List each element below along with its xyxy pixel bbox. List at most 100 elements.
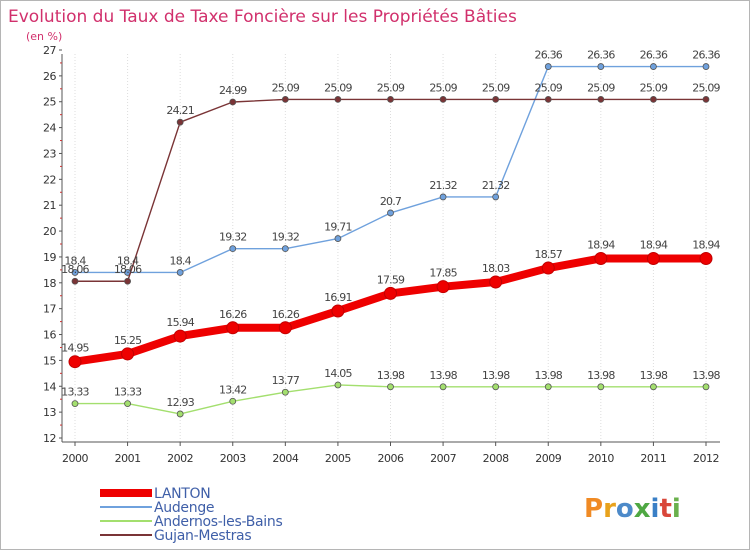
data-label: 17.59 bbox=[377, 273, 405, 286]
data-label: 25.09 bbox=[692, 81, 720, 94]
data-label: 13.98 bbox=[482, 369, 510, 382]
data-label: 18.4 bbox=[117, 254, 139, 267]
data-point bbox=[121, 347, 135, 361]
data-label: 14.05 bbox=[324, 367, 352, 380]
series-lanton bbox=[68, 251, 713, 369]
data-point bbox=[492, 193, 500, 201]
data-label: 18.57 bbox=[535, 248, 563, 261]
brand-letter: x bbox=[634, 494, 651, 524]
chart-title: Evolution du Taux de Taxe Foncière sur l… bbox=[8, 7, 517, 27]
data-label: 16.26 bbox=[272, 308, 300, 321]
data-label: 18.06 bbox=[114, 263, 142, 276]
data-label: 18.94 bbox=[640, 238, 668, 251]
x-tick-label: 2004 bbox=[272, 452, 298, 465]
data-label: 19.32 bbox=[219, 231, 247, 244]
data-point bbox=[334, 96, 342, 103]
data-point bbox=[702, 383, 710, 391]
data-label: 25.09 bbox=[429, 81, 457, 94]
y-tick-label: 15 bbox=[43, 354, 56, 367]
data-point bbox=[650, 96, 657, 103]
data-point bbox=[492, 96, 500, 103]
data-point bbox=[702, 63, 710, 70]
brand-letter: i bbox=[672, 494, 681, 524]
data-label: 18.03 bbox=[482, 262, 510, 275]
brand-letter: t bbox=[659, 494, 671, 524]
data-label: 18.4 bbox=[170, 254, 192, 267]
data-label: 17.85 bbox=[429, 267, 457, 280]
x-tick-label: 2007 bbox=[430, 452, 456, 465]
y-tick-label: 22 bbox=[43, 173, 56, 186]
data-label: 14.95 bbox=[61, 342, 89, 355]
data-label: 25.09 bbox=[587, 81, 615, 94]
y-axis-label: (en %) bbox=[26, 30, 62, 43]
data-point bbox=[176, 118, 184, 126]
legend-label-andernos-les-bains: Andernos-les-Bains bbox=[154, 514, 282, 530]
brand-letter: P bbox=[584, 494, 603, 524]
data-point bbox=[71, 400, 79, 407]
data-label: 25.09 bbox=[324, 81, 352, 94]
x-tick-label: 2009 bbox=[535, 452, 561, 465]
data-label: 25.09 bbox=[640, 81, 668, 94]
y-tick-label: 25 bbox=[43, 96, 56, 109]
data-point bbox=[594, 251, 608, 265]
data-point bbox=[597, 96, 605, 103]
data-label: 13.33 bbox=[114, 386, 142, 399]
data-label: 18.4 bbox=[64, 254, 86, 267]
legend: LANTONAudengeAndernos-les-BainsGujan-Mes… bbox=[100, 486, 283, 544]
data-point bbox=[176, 269, 184, 276]
data-point bbox=[226, 321, 240, 335]
data-label: 12.93 bbox=[166, 396, 194, 409]
data-label: 13.33 bbox=[61, 386, 89, 399]
data-label: 25.09 bbox=[377, 81, 405, 94]
data-point bbox=[384, 286, 397, 300]
data-label: 13.98 bbox=[429, 369, 457, 382]
data-point bbox=[650, 383, 657, 391]
y-tick-label: 21 bbox=[43, 199, 56, 212]
x-tick-label: 2005 bbox=[325, 452, 351, 465]
y-tick-label: 14 bbox=[43, 380, 56, 393]
y-tick-label: 23 bbox=[43, 147, 56, 160]
legend-label-lanton: LANTON bbox=[154, 486, 210, 502]
data-point bbox=[173, 329, 187, 343]
data-point bbox=[597, 63, 605, 70]
data-point bbox=[387, 96, 394, 103]
legend-label-audenge: Audenge bbox=[154, 500, 214, 516]
data-point bbox=[124, 400, 131, 407]
data-point bbox=[71, 277, 79, 285]
data-label: 26.36 bbox=[692, 49, 720, 62]
data-point bbox=[439, 193, 447, 201]
data-label: 26.36 bbox=[640, 49, 668, 62]
data-point bbox=[334, 381, 342, 389]
series-andernos-les-bains bbox=[71, 381, 710, 418]
data-labels: 18.4 18.4 18.4 19.32 19.32 19.71 20.7 21.32 21.3… bbox=[61, 49, 721, 409]
data-point bbox=[229, 397, 237, 405]
data-label: 21.32 bbox=[482, 179, 510, 192]
y-tick-label: 19 bbox=[43, 251, 56, 264]
data-label: 25.09 bbox=[482, 81, 510, 94]
x-tick-label: 2011 bbox=[640, 452, 666, 465]
y-tick-label: 20 bbox=[43, 225, 56, 238]
data-point bbox=[439, 96, 447, 103]
data-label: 26.36 bbox=[587, 49, 615, 62]
x-tick-label: 2000 bbox=[62, 452, 88, 465]
data-label: 13.98 bbox=[535, 369, 563, 382]
data-label: 19.71 bbox=[324, 221, 352, 234]
data-point bbox=[331, 304, 345, 318]
proxiti-logo: Proxiti bbox=[584, 494, 681, 524]
data-point bbox=[387, 209, 394, 217]
y-tick-label: 17 bbox=[43, 303, 56, 316]
data-label: 13.98 bbox=[587, 369, 615, 382]
data-point bbox=[176, 410, 184, 418]
y-tick-label: 12 bbox=[43, 432, 56, 445]
data-point bbox=[439, 383, 447, 391]
data-point bbox=[544, 383, 552, 391]
data-point bbox=[544, 63, 552, 70]
x-tick-label: 2003 bbox=[220, 452, 246, 465]
data-label: 15.94 bbox=[166, 316, 194, 329]
data-point bbox=[544, 96, 552, 103]
data-point bbox=[489, 275, 503, 289]
y-tick-label: 16 bbox=[43, 329, 56, 342]
data-label: 18.06 bbox=[61, 263, 89, 276]
data-label: 24.99 bbox=[219, 84, 247, 97]
